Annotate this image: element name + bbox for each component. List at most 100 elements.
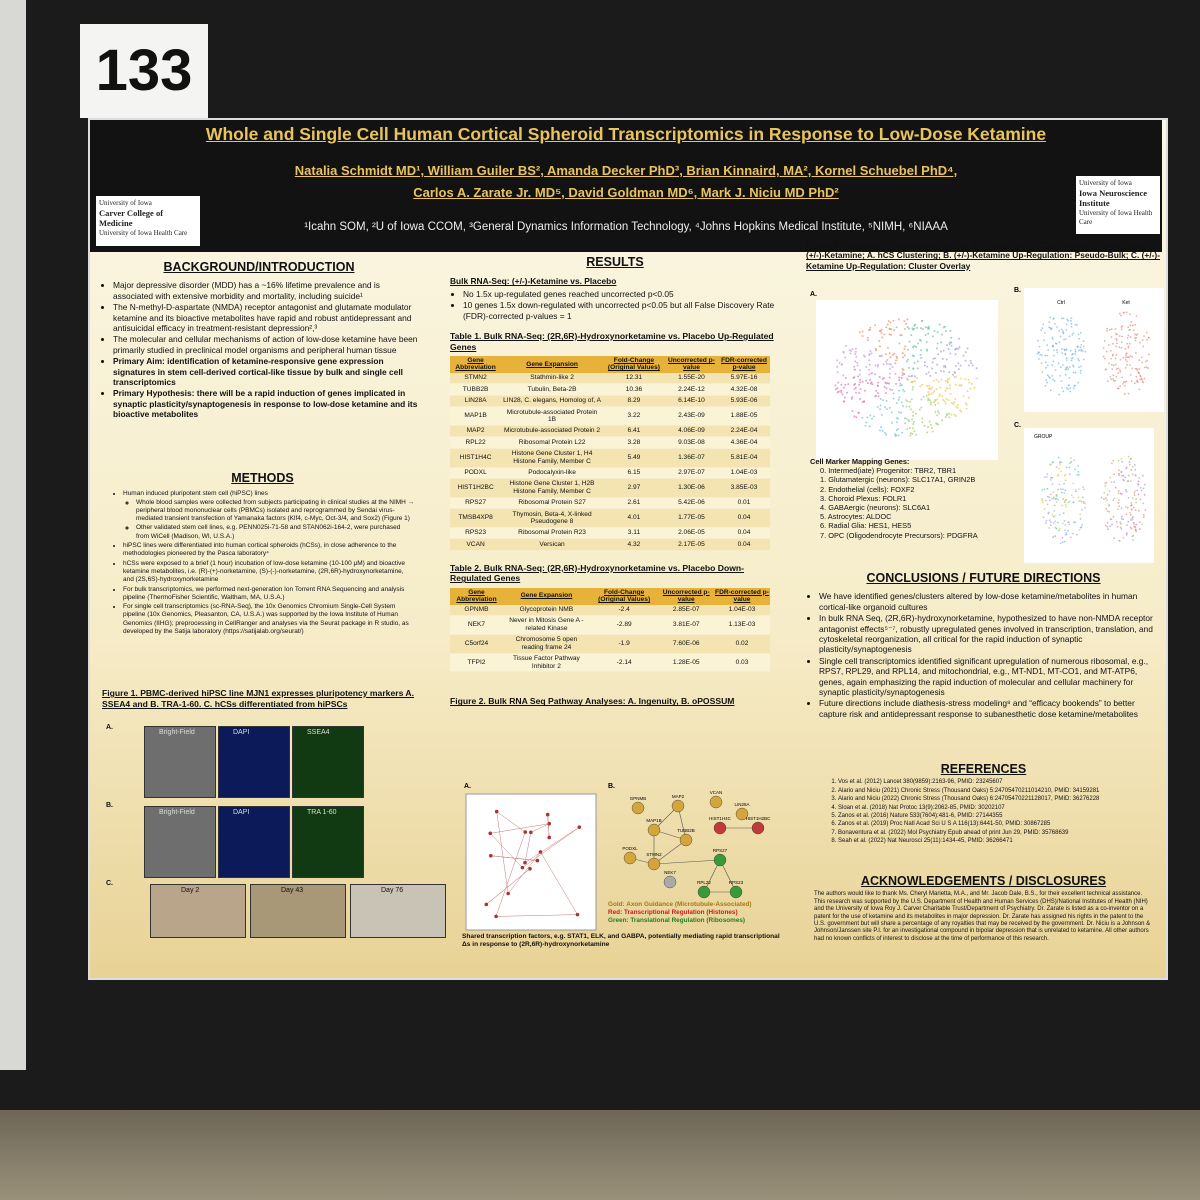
cell-point xyxy=(1129,511,1131,514)
cell-point xyxy=(1121,515,1123,518)
cell-point xyxy=(1055,494,1058,497)
cell-point xyxy=(968,381,971,384)
cell-point xyxy=(1043,339,1045,342)
table-cell: MAP2 xyxy=(450,425,502,438)
table-cell: TMSB4XP8 xyxy=(450,508,502,528)
table-cell: RPL22 xyxy=(450,436,502,449)
cell-point xyxy=(1061,352,1064,355)
cell-point xyxy=(1106,510,1109,512)
cell-point xyxy=(1127,520,1130,523)
cell-point xyxy=(915,345,918,348)
cell-point xyxy=(1130,519,1132,521)
cell-point xyxy=(923,361,926,364)
cell-point xyxy=(1062,364,1064,366)
cell-point xyxy=(1133,464,1136,466)
network-node xyxy=(713,853,727,867)
cell-point xyxy=(1142,513,1145,516)
cell-point xyxy=(844,345,847,348)
logo-text: University of Iowa Health Care xyxy=(99,229,188,237)
cell-point xyxy=(1131,367,1134,370)
bullet: No 1.5x up-regulated genes reached uncor… xyxy=(463,289,780,299)
cell-point xyxy=(884,392,887,395)
cell-point xyxy=(937,380,940,383)
cell-point xyxy=(1129,354,1132,357)
cell-point xyxy=(967,364,970,367)
cell-point xyxy=(964,359,967,362)
table-cell: Histone Gene Cluster 1, H4 Histone Famil… xyxy=(501,448,603,468)
poster-title: Whole and Single Cell Human Cortical Sph… xyxy=(205,124,1047,144)
cell-point xyxy=(889,321,892,324)
cell-point xyxy=(1122,478,1125,481)
table-cell: GPNMB xyxy=(450,604,503,616)
network-node xyxy=(577,825,582,829)
table-cell: HIST1H2BC xyxy=(450,478,502,498)
table-cell: 2.17E-05 xyxy=(664,538,718,551)
cell-point xyxy=(1069,349,1072,352)
cell-point xyxy=(888,327,891,330)
cell-point xyxy=(902,356,905,359)
cell-point xyxy=(927,371,930,374)
panel-label: B. xyxy=(608,783,615,790)
cell-point xyxy=(874,324,877,327)
panel-label: C. xyxy=(1014,422,1021,429)
cell-point xyxy=(911,388,914,391)
cell-point xyxy=(1108,490,1111,493)
table-cell: 4.32 xyxy=(602,538,665,551)
cell-point xyxy=(1119,368,1121,371)
cell-point xyxy=(944,330,947,333)
cell-point xyxy=(1132,506,1135,509)
cell-point xyxy=(1065,505,1068,508)
table-cell: 1.04E-03 xyxy=(717,467,770,479)
header-row: Gene Abbreviation Gene Expansion Fold-Chan… xyxy=(450,356,770,373)
cell-point xyxy=(953,376,956,379)
cell-point xyxy=(965,407,968,410)
poster-number: 133 xyxy=(80,24,208,118)
conclusions-section: CONCLUSIONS / FUTURE DIRECTIONS We have … xyxy=(806,571,1161,720)
cell-point xyxy=(932,357,935,360)
cell-point xyxy=(901,371,904,374)
cell-point xyxy=(882,399,885,402)
cell-point xyxy=(1069,387,1071,389)
cell-point xyxy=(858,369,861,372)
cell-point xyxy=(919,353,922,356)
cell-point xyxy=(888,333,891,336)
cell-point xyxy=(1069,473,1071,476)
acknowledgements-text: The authors would like to thank Ms. Cher… xyxy=(814,891,1151,942)
cell-point xyxy=(1052,318,1055,320)
cell-point xyxy=(949,387,952,390)
cell-point xyxy=(1051,514,1054,516)
cell-point xyxy=(868,359,871,362)
micrograph: Day 2 xyxy=(150,884,246,938)
table-row: HIST1H2BC Histone Gene Cluster 1, H2B His… xyxy=(450,478,770,498)
cell-point xyxy=(1042,323,1045,326)
cell-point xyxy=(1083,488,1085,491)
cell-point xyxy=(960,384,963,387)
network-node xyxy=(523,860,527,865)
cell-point xyxy=(891,421,894,424)
cell-point xyxy=(929,374,932,377)
cell-point xyxy=(1133,492,1136,494)
cell-point xyxy=(1134,509,1137,512)
cell-point xyxy=(1062,498,1064,501)
cell-point xyxy=(840,389,843,392)
network-edge xyxy=(495,831,526,917)
plot-label: Ctrl xyxy=(1057,300,1065,306)
cell-point xyxy=(1135,501,1138,504)
cell-point xyxy=(934,398,937,401)
cell-point xyxy=(877,395,880,398)
cell-point xyxy=(957,347,960,350)
cell-point xyxy=(897,434,900,437)
cell-point xyxy=(1064,489,1067,492)
bullet: Primary Hypothesis: there will be a rapi… xyxy=(113,388,418,419)
table-cell: Never in Mitosis Gene A -related Kinase xyxy=(502,615,590,635)
network-node xyxy=(488,831,493,836)
network-edge xyxy=(530,823,550,833)
cell-point xyxy=(1065,531,1068,534)
cell-point xyxy=(876,384,879,387)
table-cell: 7.60E-06 xyxy=(658,634,714,654)
panel-label: C. xyxy=(106,880,113,887)
cell-point xyxy=(892,319,895,322)
cell-point xyxy=(914,380,917,383)
section-heading: ACKNOWLEDGEMENTS / DISCLOSURES xyxy=(860,874,1107,888)
cell-point xyxy=(880,332,883,335)
